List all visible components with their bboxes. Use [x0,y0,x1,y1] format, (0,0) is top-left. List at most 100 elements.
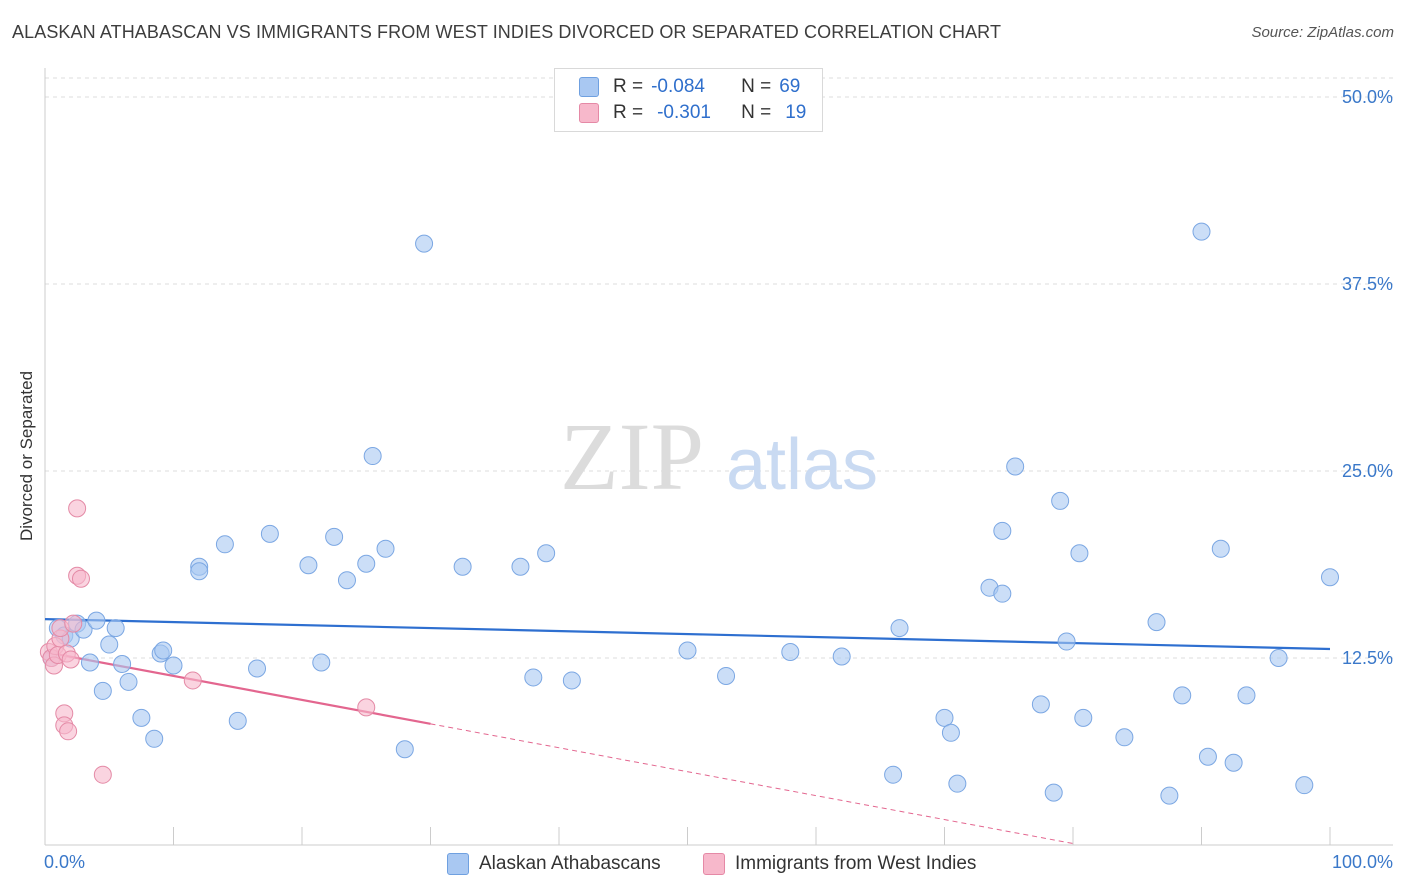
point-athabascan [132,708,151,727]
trendline-dashed-west-indies [430,723,1074,844]
point-athabascan [890,619,909,638]
point-athabascan [1031,695,1050,714]
bottom-legend-swatch-athabascan [447,853,469,875]
point-west-indies [93,765,112,784]
legend-swatch-athabascan [579,77,599,97]
point-athabascan [1269,649,1288,667]
legend-row-athabascan: R = -0.084 N = 69 [579,75,800,99]
point-athabascan [1192,222,1211,241]
legend-r-label: R = [613,76,644,97]
point-athabascan [145,729,164,748]
trendline-athabascan [44,618,1331,651]
point-athabascan [1044,783,1063,802]
points-layer [39,222,1339,805]
point-athabascan [1006,457,1025,476]
point-athabascan [106,619,125,638]
point-athabascan [376,539,395,558]
axis-layer [44,68,1393,846]
point-athabascan [228,711,247,730]
point-west-indies [71,569,90,588]
x-tick-label-min: 0.0% [44,852,86,872]
point-athabascan [884,765,903,784]
point-athabascan [119,672,138,691]
point-athabascan [511,557,530,576]
point-athabascan [678,641,697,660]
point-west-indies [183,671,202,690]
legend-swatch-west-indies [579,103,599,123]
point-athabascan [1147,613,1166,632]
point-athabascan [1057,632,1076,651]
legend-r-value: -0.301 [657,102,711,123]
point-athabascan [312,653,331,672]
point-athabascan [941,723,960,742]
point-athabascan [215,535,234,554]
point-athabascan [781,643,800,662]
point-athabascan [93,681,112,700]
legend-r-value: -0.084 [651,76,705,97]
legend-row-west-indies: R = -0.301 N = 19 [579,101,806,125]
point-athabascan [190,562,209,581]
point-athabascan [1295,776,1314,795]
point-athabascan [1051,491,1070,510]
point-athabascan [832,647,851,666]
point-athabascan [1115,728,1134,747]
point-athabascan [325,527,344,546]
point-athabascan [1070,544,1089,563]
point-west-indies [61,650,80,669]
bottom-legend-west-indies: Immigrants from West Indies [703,852,976,876]
point-athabascan [993,584,1012,603]
bottom-legend-swatch-west-indies [703,853,725,875]
point-athabascan [1321,568,1339,587]
point-athabascan [537,544,556,563]
point-athabascan [164,656,183,675]
point-athabascan [1237,686,1256,705]
y-tick-label: 37.5% [1342,274,1393,294]
watermark: ZIP atlas [560,403,878,510]
legend-n-label: N = [741,76,772,97]
point-athabascan [1173,686,1192,705]
point-athabascan [113,654,132,673]
legend-n-value: 69 [779,76,801,97]
point-athabascan [1224,753,1243,772]
point-athabascan [524,668,543,687]
point-west-indies [68,499,87,518]
point-athabascan [80,653,99,672]
point-athabascan [357,554,376,573]
point-athabascan [562,671,581,690]
point-athabascan [717,666,736,685]
legend-n-label: N = [741,102,772,123]
y-tick-label: 12.5% [1342,648,1393,668]
point-west-indies [357,698,376,717]
point-athabascan [935,708,954,727]
point-athabascan [337,571,356,590]
y-tick-labels: 12.5% 25.0% 37.5% 50.0% [1342,87,1393,668]
bottom-legend-label-west-indies: Immigrants from West Indies [735,853,977,874]
point-athabascan [395,740,414,759]
chart-title: ALASKAN ATHABASCAN VS IMMIGRANTS FROM WE… [12,22,1002,42]
watermark-atlas: atlas [726,425,878,505]
point-west-indies [59,722,78,741]
point-athabascan [363,447,382,466]
x-tick-label-max: 100.0% [1331,852,1393,872]
bottom-legend-athabascan: Alaskan Athabascans [447,852,661,876]
point-athabascan [154,641,173,660]
point-athabascan [1074,708,1093,727]
bottom-legend-label-athabascan: Alaskan Athabascans [479,853,661,874]
point-athabascan [248,659,267,678]
point-athabascan [1211,539,1230,558]
point-athabascan [87,611,106,630]
source-label: Source: ZipAtlas.com [1251,24,1394,41]
point-athabascan [948,774,967,793]
point-west-indies [64,614,83,633]
point-athabascan [453,557,472,576]
y-tick-label: 50.0% [1342,87,1393,107]
watermark-zip: ZIP [560,403,704,510]
point-athabascan [1160,786,1179,805]
correlation-legend: R = -0.084 N = 69 R = -0.301 N = 19 [554,68,823,132]
point-athabascan [1198,747,1217,766]
point-athabascan [260,524,279,543]
legend-n-value: 19 [785,102,807,123]
point-athabascan [993,521,1012,540]
grid-layer [45,77,1393,659]
